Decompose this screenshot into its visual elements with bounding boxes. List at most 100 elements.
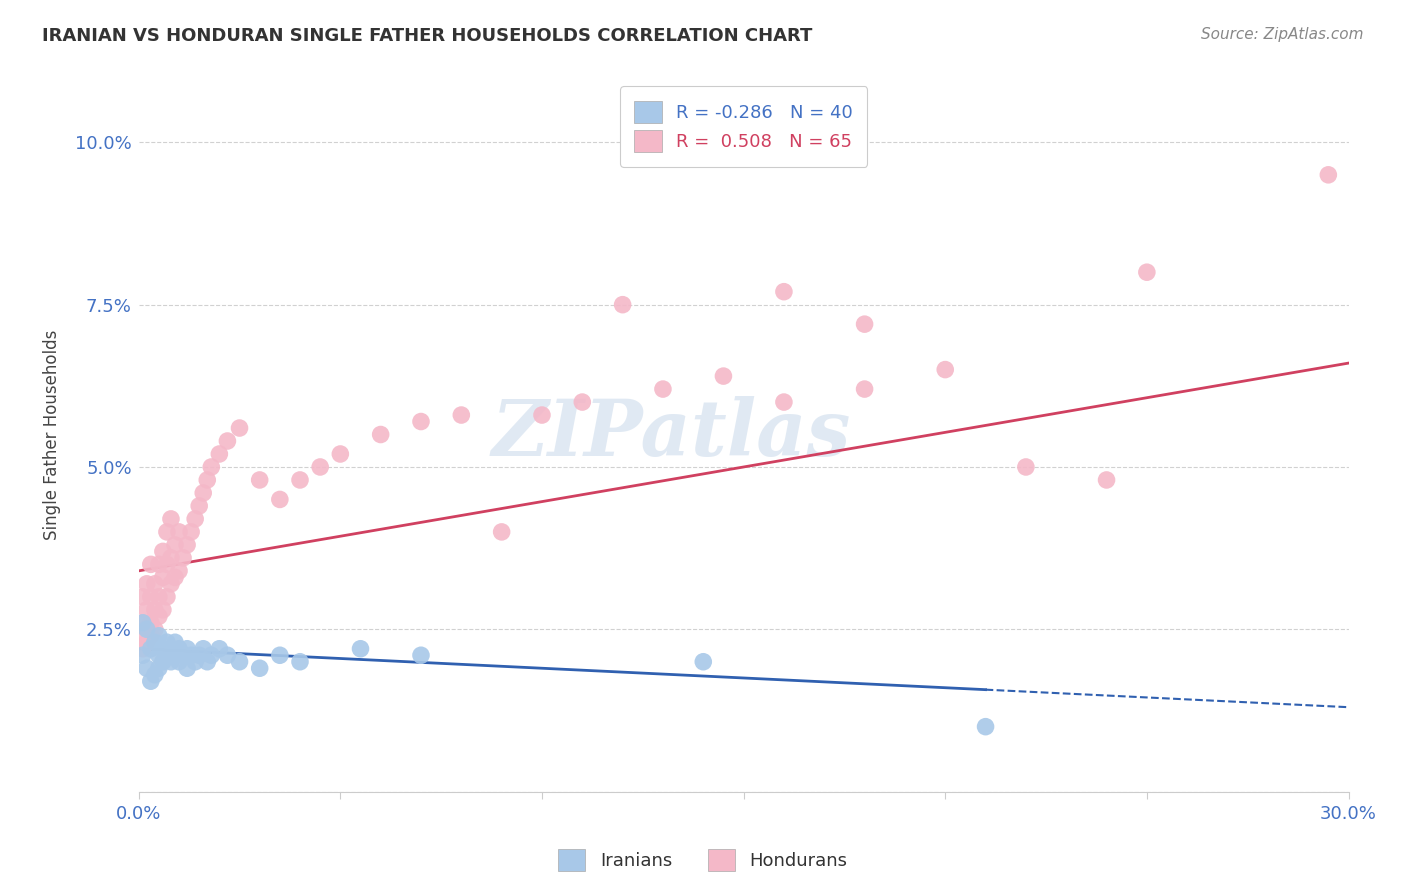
Point (148, 661, 170, 675)
Point (193, 641, 215, 656)
Point (152, 570, 174, 584)
Point (228, 655, 250, 669)
Point (1095, 473, 1118, 487)
Point (409, 648, 432, 663)
Point (176, 661, 198, 675)
Point (163, 538, 186, 552)
Point (1015, 460, 1038, 475)
Point (200, 460, 222, 475)
Point (167, 564, 190, 578)
Point (148, 648, 170, 663)
Point (409, 415, 432, 429)
Point (132, 615, 155, 630)
Point (713, 369, 735, 384)
Point (974, 720, 997, 734)
Point (139, 641, 162, 656)
Point (132, 629, 155, 643)
Point (160, 577, 183, 591)
Point (139, 590, 162, 604)
Point (160, 655, 183, 669)
Point (208, 641, 231, 656)
Point (163, 635, 186, 649)
Point (160, 512, 183, 526)
Point (152, 603, 174, 617)
Point (135, 577, 157, 591)
Text: IRANIAN VS HONDURAN SINGLE FATHER HOUSEHOLDS CORRELATION CHART: IRANIAN VS HONDURAN SINGLE FATHER HOUSEH… (42, 27, 813, 45)
Point (148, 558, 170, 572)
Point (152, 544, 174, 558)
Point (132, 615, 155, 630)
Point (180, 524, 202, 539)
Point (571, 395, 593, 409)
Point (139, 615, 162, 630)
Point (530, 408, 553, 422)
Point (176, 538, 198, 552)
Point (152, 655, 174, 669)
Point (249, 661, 271, 675)
Point (143, 622, 166, 636)
Point (156, 635, 179, 649)
Point (148, 590, 170, 604)
Point (491, 524, 513, 539)
Point (269, 648, 291, 663)
Point (180, 648, 202, 663)
Point (172, 550, 194, 565)
Point (370, 427, 392, 442)
Point (156, 648, 179, 663)
Point (652, 382, 675, 396)
Point (135, 622, 157, 636)
Point (1136, 265, 1159, 279)
Point (143, 603, 166, 617)
Point (329, 447, 352, 461)
Point (135, 622, 157, 636)
Point (148, 609, 170, 624)
Legend: Iranians, Hondurans: Iranians, Hondurans (551, 842, 855, 879)
Point (193, 486, 215, 500)
Point (934, 362, 956, 376)
Point (160, 550, 183, 565)
Point (172, 648, 194, 663)
Text: ZIPatlas: ZIPatlas (491, 396, 851, 473)
Point (176, 641, 198, 656)
Point (217, 648, 239, 663)
Point (208, 447, 231, 461)
Point (188, 499, 211, 513)
Point (195, 655, 218, 669)
Point (156, 524, 179, 539)
Point (612, 298, 634, 312)
Point (269, 492, 291, 507)
Point (143, 667, 166, 681)
Point (773, 285, 796, 299)
Point (135, 603, 157, 617)
Point (139, 629, 162, 643)
Point (349, 641, 371, 656)
Point (188, 648, 211, 663)
Point (132, 590, 155, 604)
Point (160, 641, 183, 656)
Point (167, 655, 190, 669)
Point (853, 382, 876, 396)
Point (139, 674, 162, 689)
Point (309, 460, 332, 475)
Point (152, 641, 174, 656)
Point (143, 635, 166, 649)
Text: Source: ZipAtlas.com: Source: ZipAtlas.com (1201, 27, 1364, 42)
Point (156, 590, 179, 604)
Point (200, 648, 222, 663)
Point (148, 629, 170, 643)
Point (853, 317, 876, 331)
Point (249, 473, 271, 487)
Point (228, 421, 250, 435)
Point (135, 635, 157, 649)
Point (288, 655, 311, 669)
Point (167, 524, 190, 539)
Point (167, 641, 190, 656)
Point (184, 512, 207, 526)
Legend: R = -0.286   N = 40, R =  0.508   N = 65: R = -0.286 N = 40, R = 0.508 N = 65 (620, 87, 868, 167)
Point (156, 558, 179, 572)
Point (184, 655, 207, 669)
Point (288, 473, 311, 487)
Point (135, 661, 157, 675)
Point (1317, 168, 1340, 182)
Point (163, 648, 186, 663)
